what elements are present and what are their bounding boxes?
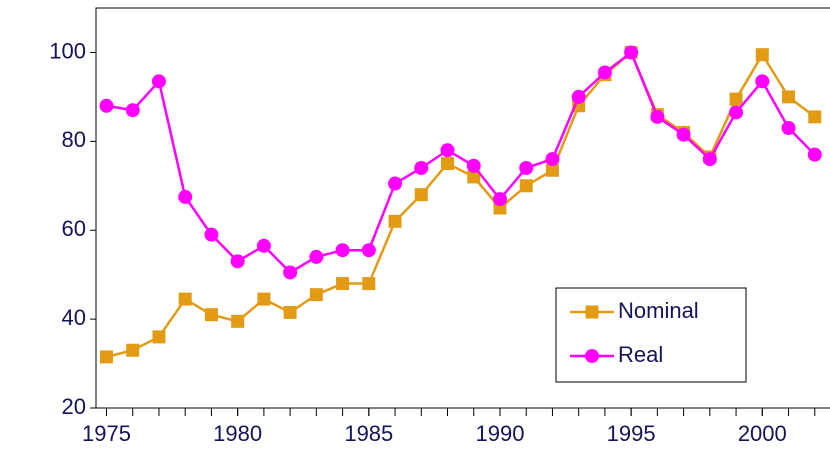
data-point: [571, 89, 586, 104]
y-tick-label: 40: [62, 305, 86, 330]
data-point: [545, 152, 560, 167]
y-tick-label: 100: [49, 38, 86, 63]
data-point: [519, 161, 534, 175]
data-point: [519, 179, 533, 193]
data-point: [335, 243, 350, 258]
data-point: [178, 292, 192, 306]
x-tick-label: 1995: [607, 421, 656, 446]
data-point: [807, 147, 822, 162]
data-point: [283, 265, 298, 280]
data-point: [414, 188, 428, 202]
data-point: [729, 92, 743, 106]
data-point: [702, 152, 717, 167]
y-tick-label: 60: [62, 216, 86, 241]
data-point: [283, 305, 297, 319]
data-point: [99, 350, 113, 364]
data-point: [152, 330, 166, 344]
series-line: [106, 50, 816, 359]
data-point: [624, 45, 639, 60]
data-point: [414, 161, 429, 175]
data-point: [388, 214, 402, 228]
data-point: [362, 277, 376, 291]
data-point: [336, 277, 350, 291]
data-point: [676, 127, 691, 142]
data-point: [782, 90, 796, 104]
x-tick-label: 2000: [738, 421, 787, 446]
data-point: [781, 121, 796, 135]
data-point: [440, 143, 455, 158]
data-point: [309, 288, 323, 302]
y-tick-label: 80: [62, 127, 86, 152]
legend-box: [555, 287, 747, 383]
data-point: [231, 314, 245, 328]
data-point: [204, 227, 219, 242]
data-point: [256, 238, 271, 253]
data-point: [492, 192, 507, 207]
x-tick-label: 1975: [82, 421, 131, 446]
x-tick-label: 1985: [344, 421, 393, 446]
legend-label: Nominal: [618, 298, 699, 323]
data-point: [466, 158, 481, 173]
data-point: [99, 98, 114, 113]
data-point: [230, 254, 245, 269]
data-point: [125, 103, 140, 118]
data-point: [729, 105, 744, 120]
y-tick-label: 20: [62, 394, 86, 419]
series-line: [106, 50, 816, 275]
data-point: [257, 292, 271, 306]
data-point: [309, 249, 324, 264]
data-point: [597, 65, 612, 80]
data-point: [204, 308, 218, 322]
data-point: [361, 243, 376, 258]
data-point: [650, 109, 665, 124]
data-point: [467, 170, 481, 184]
legend-marker: [585, 305, 599, 319]
data-point: [441, 157, 455, 171]
data-point: [126, 343, 140, 357]
data-point: [755, 48, 769, 62]
x-tick-label: 1980: [213, 421, 262, 446]
plot-frame: [95, 7, 830, 409]
data-point: [151, 74, 166, 89]
legend-label: Real: [618, 342, 663, 367]
data-point: [808, 110, 822, 124]
data-point: [545, 163, 559, 177]
data-point: [755, 74, 770, 89]
legend-marker: [585, 349, 599, 363]
data-point: [388, 176, 403, 191]
x-tick-label: 1990: [476, 421, 525, 446]
data-point: [178, 189, 193, 204]
